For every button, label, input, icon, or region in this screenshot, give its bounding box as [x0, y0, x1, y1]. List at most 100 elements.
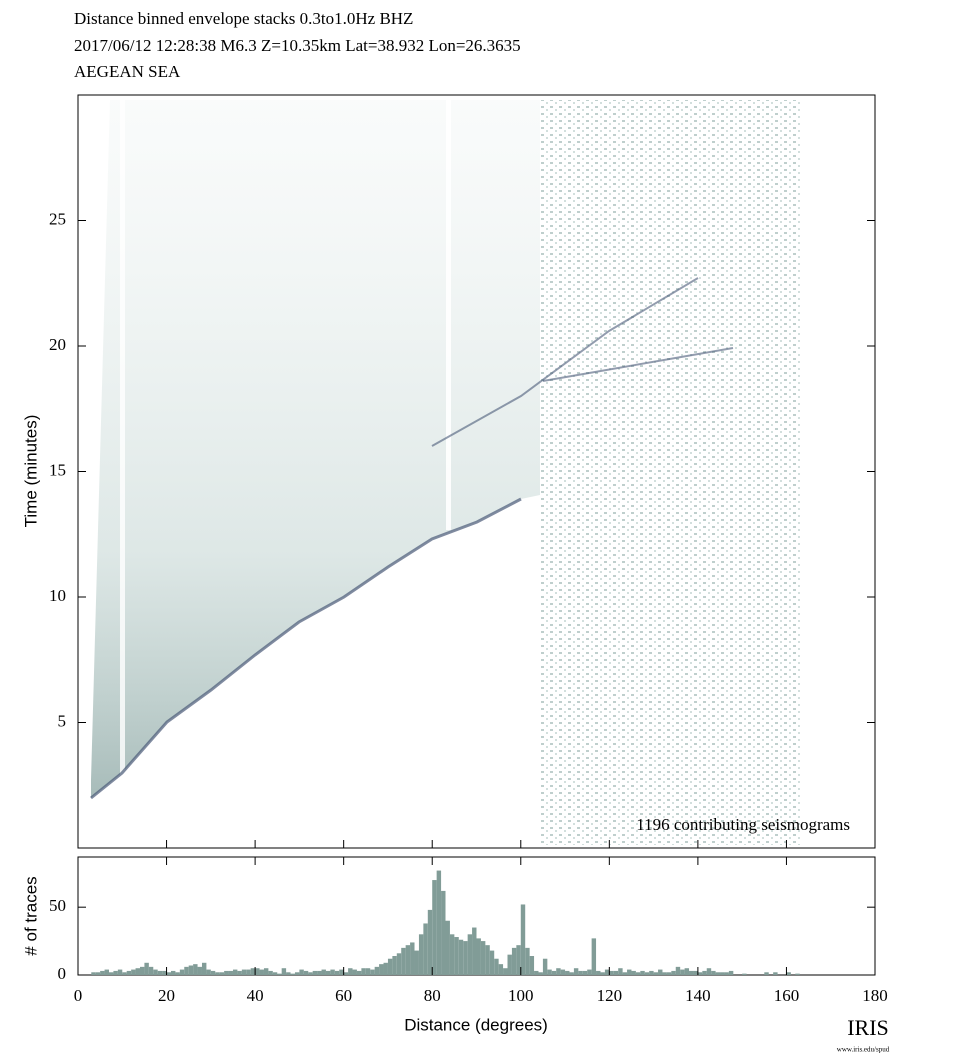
histogram-bar [764, 972, 769, 975]
histogram-bar [268, 970, 273, 975]
x-tick-label: 60 [335, 986, 352, 1005]
histogram-bar [339, 969, 344, 975]
histogram-bar [600, 972, 605, 975]
histogram-bar [95, 972, 101, 975]
histogram-bar [711, 970, 716, 975]
histogram-bar [144, 962, 149, 975]
histogram-bar [631, 970, 636, 975]
chart-title: Distance binned envelope stacks 0.3to1.0… [74, 9, 413, 28]
annotation: 1196 contributing seismograms [636, 815, 850, 834]
histogram-bar [392, 956, 397, 975]
logo: IRIS [847, 1015, 889, 1040]
histogram-bar [348, 968, 353, 975]
histogram-bar [206, 969, 211, 975]
x-tick-label: 20 [158, 986, 175, 1005]
histogram-bar [184, 966, 189, 975]
histogram-bar [795, 973, 800, 975]
histogram-bar [162, 970, 167, 975]
histogram-bar [702, 970, 707, 975]
histogram-bar [321, 969, 326, 975]
histogram-bar [325, 970, 331, 975]
histogram-bar [591, 938, 597, 975]
histogram-bar [458, 939, 464, 975]
histogram-bar [414, 950, 419, 975]
histogram-bar [542, 958, 548, 975]
x-tick-label: 140 [685, 986, 711, 1005]
histogram-bar [476, 938, 481, 975]
histogram-bar [277, 973, 282, 975]
histogram-bar [259, 969, 264, 975]
histogram-bar [613, 970, 619, 975]
histogram-bar [188, 965, 194, 975]
histogram-bar [773, 972, 778, 975]
histogram-bar [445, 920, 450, 975]
histogram-bar [649, 970, 654, 975]
histogram-bar [525, 947, 530, 975]
y-tick-label: 10 [49, 586, 66, 605]
y-tick-label: 50 [49, 896, 66, 915]
histogram-bar [122, 972, 127, 975]
histogram-bar [662, 972, 667, 975]
histogram-bar [418, 934, 424, 975]
histogram-bar [250, 968, 256, 975]
histogram-bar [370, 969, 375, 975]
histogram-bar [573, 968, 579, 975]
histogram-bar [498, 964, 504, 975]
histogram-bar [126, 970, 132, 975]
y-axis-label: Time (minutes) [21, 415, 40, 528]
histogram-bar [463, 941, 468, 975]
histogram-bar [237, 970, 242, 975]
histogram-bar [565, 970, 570, 975]
histogram-bar [197, 966, 202, 975]
histogram-bar [139, 966, 145, 975]
histogram-bar [201, 962, 207, 975]
histogram-bar [215, 972, 220, 975]
histogram-bar [290, 973, 295, 975]
histogram-bar [396, 953, 402, 975]
histogram-bar [281, 968, 287, 975]
histogram-bar [480, 941, 486, 975]
histogram-bar [330, 969, 335, 975]
histogram-bar [684, 968, 690, 975]
histogram-bar [170, 970, 176, 975]
histogram-bar [387, 958, 393, 975]
histogram-bar [117, 969, 123, 975]
histogram-bar [627, 969, 632, 975]
histogram-bar [786, 972, 791, 975]
histogram-bar [720, 972, 725, 975]
histogram-bar [175, 972, 180, 975]
histogram-bar [618, 968, 623, 975]
histogram-bar [689, 970, 694, 975]
histogram-bar [534, 970, 539, 975]
x-tick-label: 180 [862, 986, 888, 1005]
histogram-bar [516, 945, 521, 975]
histogram-bar [728, 970, 734, 975]
histogram-bar [640, 970, 645, 975]
histogram-bar [352, 969, 357, 975]
histogram-bar [131, 969, 136, 975]
histogram-bar [644, 972, 650, 975]
histogram-bar [569, 972, 574, 975]
histogram-bar [604, 969, 610, 975]
histogram-bar [374, 966, 380, 975]
histogram-bar [405, 945, 411, 975]
histogram-bar [449, 934, 455, 975]
histogram-bar [356, 970, 362, 975]
histogram-bar [148, 966, 154, 975]
histogram-bar [697, 972, 703, 975]
chart-subtitle: 2017/06/12 12:28:38 M6.3 Z=10.35km Lat=3… [74, 36, 521, 55]
histogram-bar [427, 909, 433, 975]
histogram-bar [560, 969, 566, 975]
histogram-bar [675, 966, 681, 975]
histogram-bar [529, 956, 535, 975]
histogram-bar [666, 972, 672, 975]
histogram-bar [343, 972, 349, 975]
histogram-bar [317, 970, 322, 975]
histogram-bar [361, 968, 366, 975]
histogram-bar [609, 970, 614, 975]
histogram-bar [286, 972, 291, 975]
histogram-bar [104, 969, 109, 975]
histogram-bar [547, 969, 552, 975]
histogram-bar [671, 970, 676, 975]
histogram-bar [653, 972, 659, 975]
